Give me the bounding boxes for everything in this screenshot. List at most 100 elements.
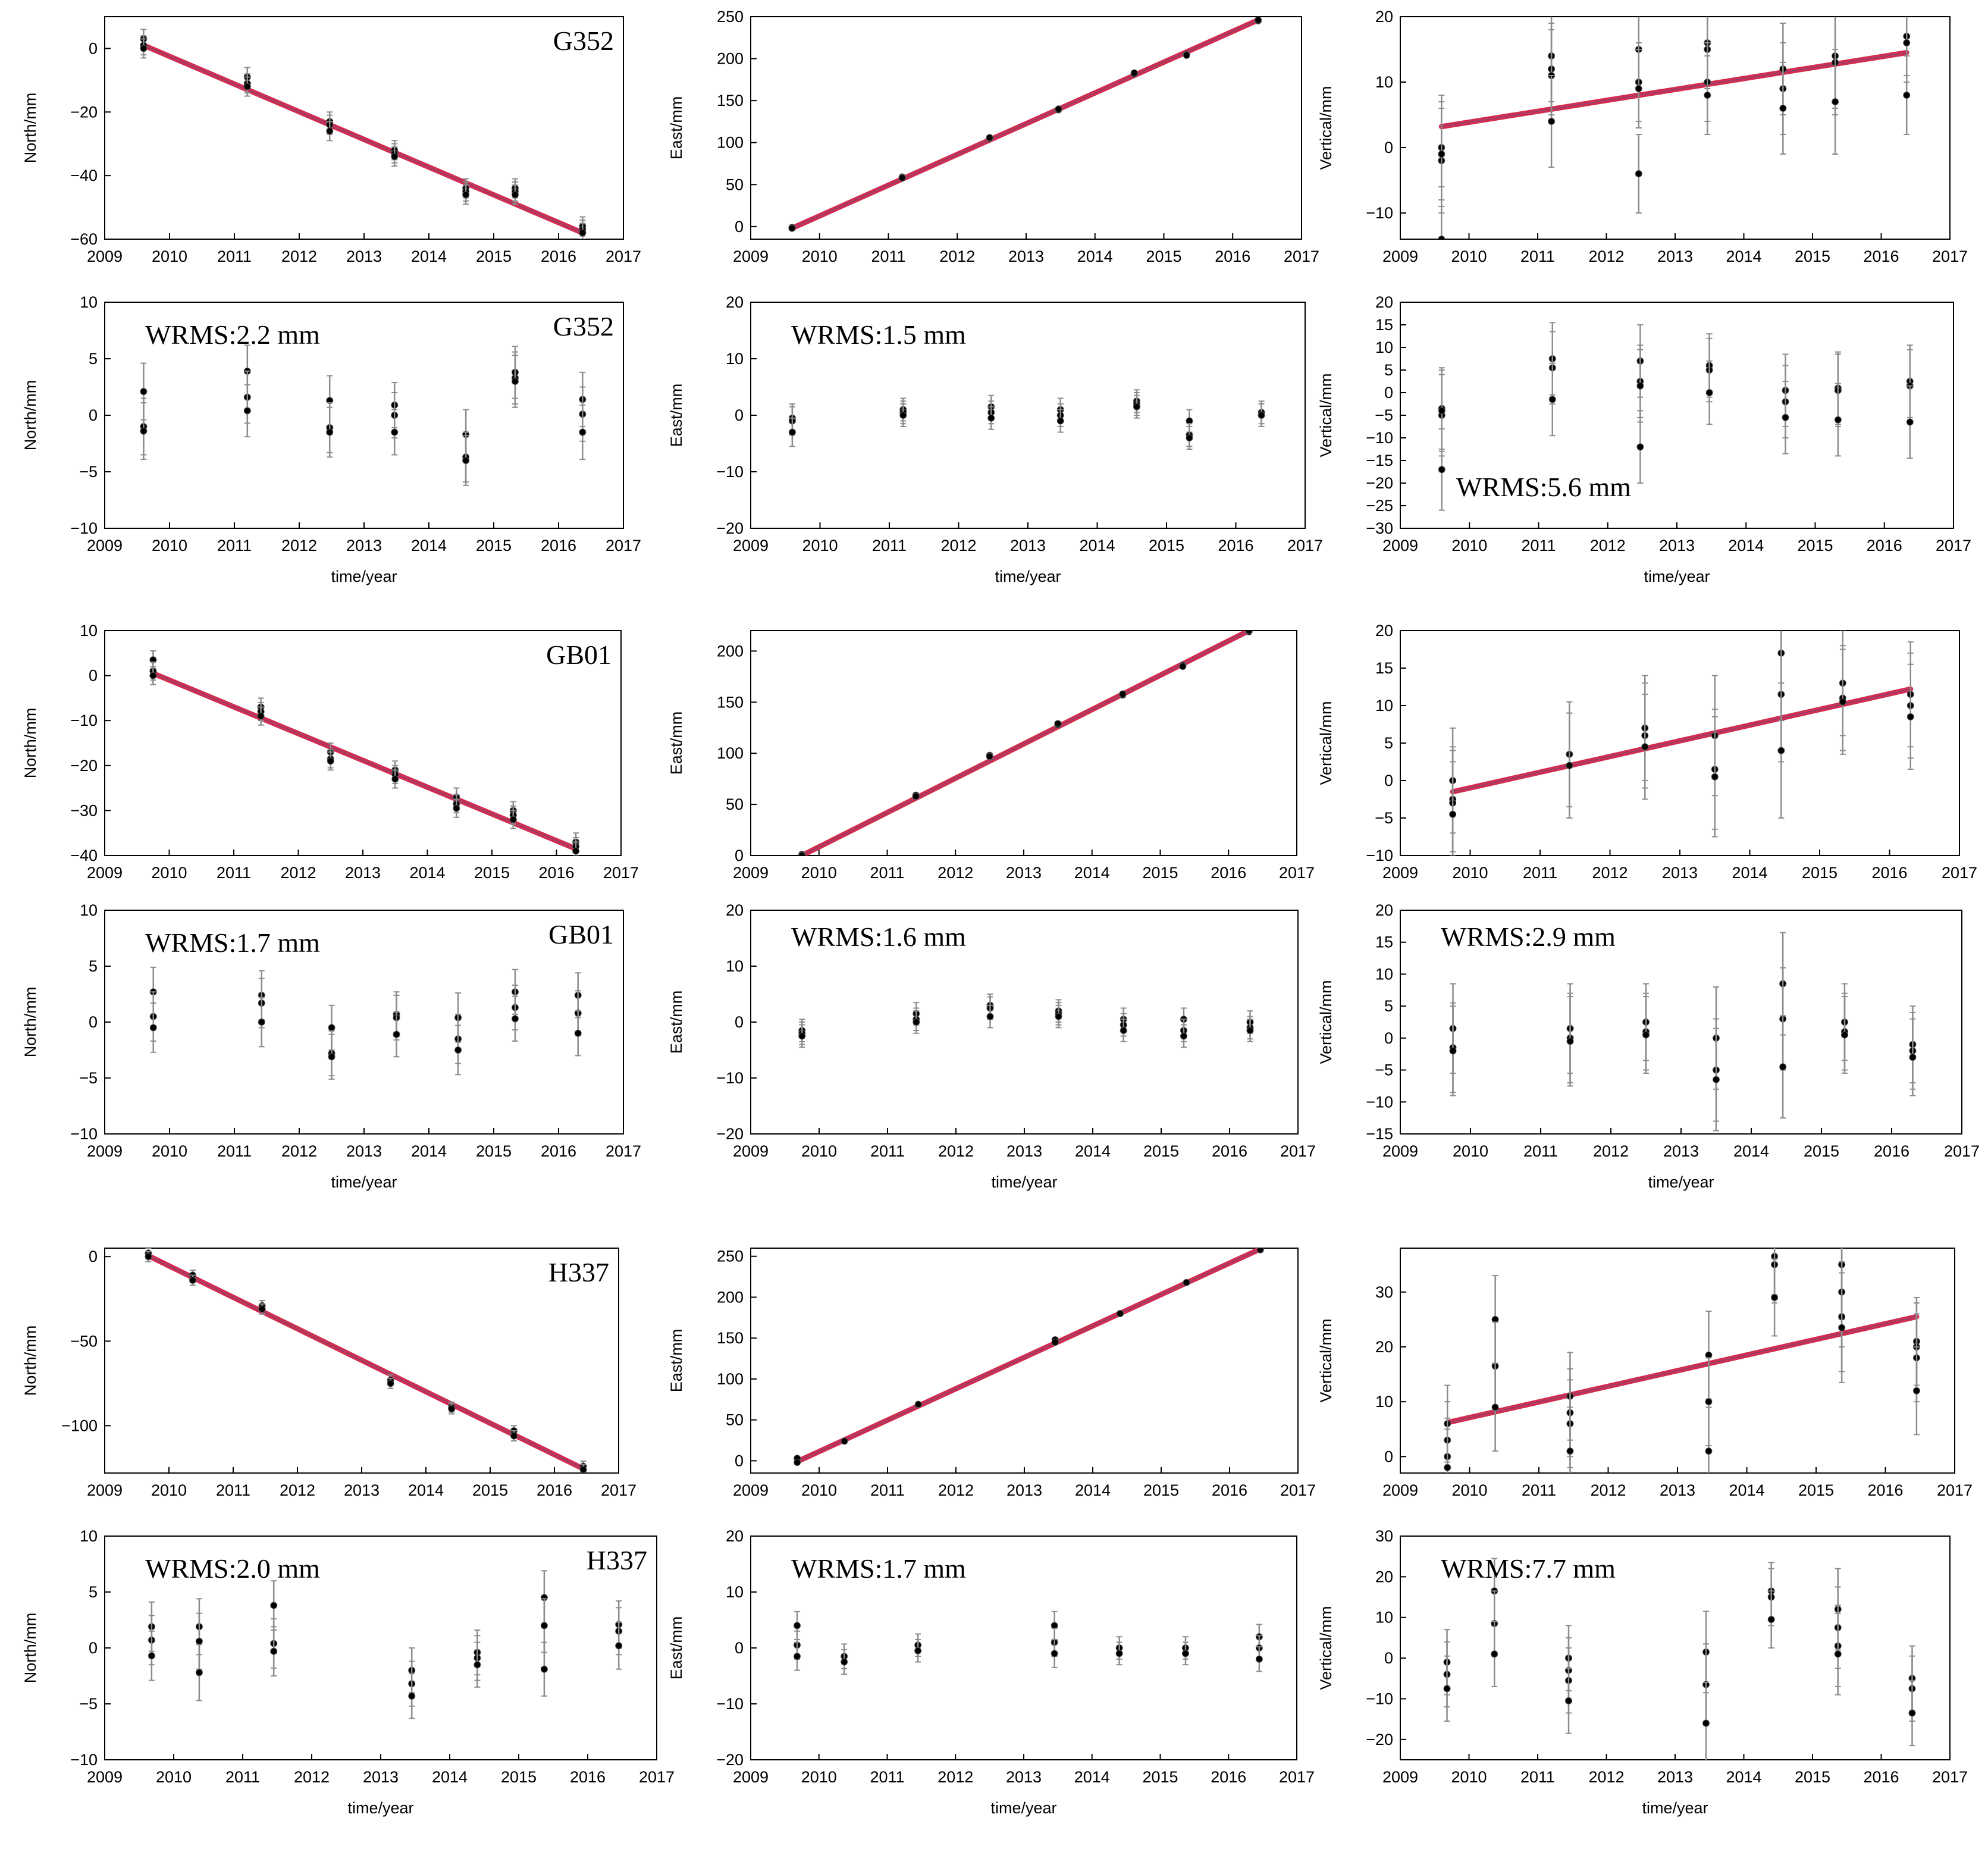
x-tick-label: 2017 (606, 537, 641, 554)
x-tick-label: 2014 (1074, 1768, 1110, 1786)
h337-north-residual-wrms-label: WRMS:2.0 mm (145, 1553, 320, 1584)
x-tick-label: 2011 (217, 247, 252, 265)
x-tick-label: 2013 (1657, 1768, 1693, 1786)
data-point (898, 174, 906, 181)
y-tick-label: 200 (717, 50, 744, 68)
data-point (1779, 1063, 1787, 1071)
y-tick-label: −5 (1375, 406, 1393, 424)
x-tick-label: 2015 (1797, 537, 1833, 554)
x-tick-label: 2011 (1520, 247, 1555, 265)
data-point (798, 1032, 806, 1040)
x-tick-label: 2012 (1590, 537, 1626, 554)
y-tick-label: −40 (70, 167, 98, 184)
y-tick-label: 20 (726, 901, 744, 919)
y-tick-label: −10 (1366, 1690, 1393, 1707)
x-tick-label: 2017 (1284, 247, 1319, 265)
y-tick-label: −100 (61, 1417, 98, 1434)
data-point (1704, 92, 1711, 99)
x-tick-label: 2012 (280, 1481, 315, 1499)
data-point (1246, 1027, 1254, 1035)
x-tick-label: 2014 (1074, 864, 1110, 882)
h337-vertical-series-frame (1400, 1248, 1955, 1474)
y-tick-label: −20 (716, 1125, 744, 1143)
x-tick-label: 2010 (151, 864, 187, 882)
g352-north-residual-ylabel: North/mm (21, 380, 39, 451)
y-tick-label: 10 (1375, 1609, 1393, 1627)
data-point (1840, 1031, 1848, 1039)
h337-east-series-ylabel: East/mm (667, 1329, 685, 1393)
y-tick-label: 250 (717, 8, 744, 26)
data-point (258, 1305, 266, 1313)
data-point (510, 1432, 518, 1440)
data-point (579, 1466, 587, 1473)
g352-north-series-fit-line-core (143, 45, 583, 234)
y-tick-label: 0 (89, 667, 98, 685)
data-point (1438, 236, 1445, 239)
data-point (794, 1459, 801, 1466)
g352-east-series-data (788, 17, 1262, 232)
y-tick-label: 10 (1375, 339, 1393, 356)
gb01-north-residual-panel: 2009 2010 2011 2012 2013 2014 2015 2016 2017 10 5 0… (21, 901, 641, 1191)
y-tick-label: 0 (1384, 1029, 1393, 1047)
x-tick-label: 2011 (871, 247, 905, 265)
y-tick-label: −5 (79, 463, 98, 481)
data-point (1443, 1685, 1451, 1693)
y-tick-label: −5 (1375, 809, 1393, 827)
x-tick-label: 2014 (411, 1142, 447, 1160)
x-tick-label: 2010 (152, 247, 187, 265)
x-tick-label: 2011 (1523, 864, 1557, 882)
x-tick-label: 2012 (939, 247, 975, 265)
x-tick-label: 2009 (1382, 1768, 1418, 1786)
y-tick-label: 5 (1384, 734, 1393, 752)
y-tick-label: 20 (726, 1527, 744, 1545)
data-point (986, 753, 993, 760)
y-tick-label: 10 (1375, 1393, 1393, 1411)
x-tick-label: 2011 (870, 1142, 905, 1160)
x-tick-label: 2017 (1932, 247, 1968, 265)
x-tick-label: 2016 (1867, 537, 1902, 554)
gb01-north-series-ylabel: North/mm (21, 708, 39, 779)
x-tick-label: 2014 (411, 247, 447, 265)
y-tick-label: −30 (1366, 519, 1393, 537)
x-tick-label: 2015 (1143, 1142, 1179, 1160)
y-tick-label: 50 (726, 176, 744, 193)
g352-east-residual-ylabel: East/mm (667, 384, 685, 447)
data-point (794, 1622, 801, 1629)
data-point (462, 191, 470, 199)
x-tick-label: 2013 (1659, 537, 1695, 554)
gb01-east-residual-xlabel: time/year (991, 1173, 1057, 1191)
x-tick-label: 2015 (1143, 1481, 1179, 1499)
gb01-vertical-series-fit-line-core (1452, 688, 1911, 792)
x-tick-label: 2009 (1382, 864, 1418, 882)
y-tick-label: 20 (1375, 293, 1393, 311)
y-tick-label: 5 (89, 957, 98, 975)
data-point (393, 1030, 400, 1038)
y-tick-label: 20 (1375, 622, 1393, 640)
x-tick-label: 2015 (1149, 537, 1184, 554)
y-tick-label: 10 (1375, 697, 1393, 715)
data-point (1903, 92, 1911, 99)
x-tick-label: 2017 (639, 1768, 675, 1786)
gb01-north-series-data (149, 650, 580, 856)
x-tick-label: 2016 (1218, 537, 1253, 554)
g352-vertical-residual-data (1438, 322, 1914, 511)
x-tick-label: 2010 (801, 864, 837, 882)
y-tick-label: 10 (80, 622, 98, 640)
x-tick-label: 2014 (1733, 1142, 1769, 1160)
data-point (914, 1400, 922, 1408)
data-point (574, 1029, 582, 1037)
data-point (1438, 466, 1445, 474)
g352-vertical-residual-ylabel: Vertical/mm (1317, 373, 1335, 457)
g352-north-residual-wrms-label: WRMS:2.2 mm (145, 319, 320, 350)
x-tick-label: 2014 (1732, 864, 1767, 882)
data-point (1702, 1719, 1710, 1727)
data-point (1051, 1339, 1059, 1346)
x-tick-label: 2011 (217, 1142, 252, 1160)
y-tick-label: −10 (70, 1751, 98, 1769)
x-tick-label: 2017 (1942, 864, 1977, 882)
x-tick-label: 2017 (606, 1142, 641, 1160)
x-tick-label: 2016 (1212, 1142, 1247, 1160)
x-tick-label: 2012 (937, 864, 973, 882)
y-tick-label: −10 (70, 519, 98, 537)
x-tick-label: 2015 (1804, 1142, 1839, 1160)
